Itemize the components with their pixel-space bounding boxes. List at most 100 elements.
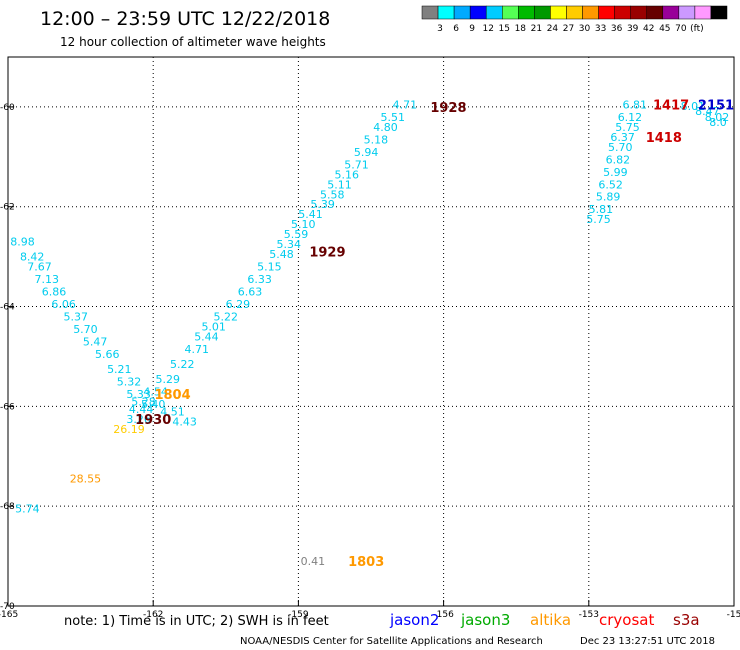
legend-swatch <box>710 5 728 20</box>
x-tick-label: -15 <box>727 610 740 620</box>
y-tick-label: -66 <box>0 402 15 412</box>
x-tick-label: -153 <box>579 610 599 620</box>
legend-swatch <box>469 5 487 20</box>
legend-swatch <box>453 5 471 20</box>
page-subtitle: 12 hour collection of altimeter wave hei… <box>60 35 326 49</box>
wave-height-point: 4.51 <box>160 405 185 418</box>
legend-label: 6 <box>453 24 459 34</box>
legend-swatch <box>502 5 519 20</box>
wave-height-point: 5.66 <box>95 348 120 361</box>
wave-height-point: 5.44 <box>194 330 219 343</box>
legend-swatch <box>421 5 439 20</box>
wave-height-point: 5.71 <box>344 158 369 171</box>
y-tick-label: -60 <box>0 103 15 113</box>
legend-swatch <box>614 5 631 20</box>
wave-height-point: 5.37 <box>64 311 89 324</box>
wave-height-point: 5.32 <box>117 375 142 388</box>
wave-height-point: 5.81 <box>589 203 614 216</box>
wave-height-point: 5.15 <box>257 261 282 274</box>
pass-time-label: 1804 <box>154 388 190 403</box>
color-scale-legend: 3 6 9 12 15 18 21 24 27 30 33 36 39 42 45 70 (ft) <box>421 5 728 34</box>
wave-height-point: 4.80 <box>373 121 398 134</box>
wave-height-point: 7.13 <box>34 273 59 286</box>
satellite-legend: jason2 jason3 altika cryosat s3a <box>389 611 700 629</box>
wave-height-point: 4.54 <box>143 385 168 398</box>
legend-swatch <box>485 5 503 20</box>
wave-height-point: 5.16 <box>335 168 360 181</box>
wave-height-point: 5.29 <box>155 373 180 386</box>
legend-swatch <box>678 5 696 20</box>
wave-height-point: 5.33 <box>126 388 151 401</box>
wave-height-point: 5.48 <box>269 248 294 261</box>
pass-time-label: 1928 <box>430 101 466 116</box>
pass-labels: 1928 1929 1930 1804 1803 1417 1418 2151 <box>135 98 734 570</box>
footer-timestamp: Dec 23 13:27:51 UTC 2018 <box>580 636 715 647</box>
wave-height-point: 5.18 <box>364 133 389 146</box>
wave-height-point: 4.71 <box>393 98 418 111</box>
data-points: 8.988.427.677.136.866.065.375.705.475.66… <box>10 98 729 568</box>
wave-height-point: 6.52 <box>598 178 623 191</box>
footer-credit: NOAA/NESDIS Center for Satellite Applica… <box>240 636 543 647</box>
wave-height-point: 8.47 <box>695 105 720 118</box>
wave-height-point: 6.06 <box>51 298 76 311</box>
wave-height-point: 5.58 <box>320 188 345 201</box>
page-title: 12:00 – 23:59 UTC 12/22/2018 <box>40 8 330 30</box>
wave-height-point: 5.89 <box>596 191 621 204</box>
wave-height-point: 6.37 <box>610 131 635 144</box>
wave-height-point: 5.70 <box>608 141 633 154</box>
legend-swatch <box>694 5 712 20</box>
legend-swatch <box>518 5 535 20</box>
y-tick-label: -64 <box>0 303 15 313</box>
wave-height-point: 5.11 <box>327 178 352 191</box>
wave-height-point: 6.82 <box>606 153 631 166</box>
wave-height-point: 8.42 <box>20 251 45 264</box>
wave-height-point: 3.26 <box>126 413 151 426</box>
legend-label: 27 <box>563 24 574 34</box>
wave-height-point: 5.21 <box>107 363 132 376</box>
y-tick-label: -62 <box>0 203 15 213</box>
wave-height-point: 5.22 <box>214 311 239 324</box>
axis-ticks: -165 -162 -159 -156 -153 -15 -60 -62 -64 -66 -68 -7… <box>0 103 740 620</box>
legend-swatch <box>566 5 583 20</box>
footer-note: note: 1) Time is in UTC; 2) SWH is in fe… <box>64 614 329 629</box>
wave-height-point: 5.34 <box>276 238 301 251</box>
legend-label: 21 <box>531 24 542 34</box>
satellite-name: cryosat <box>599 611 654 629</box>
satellite-name: jason2 <box>389 611 439 629</box>
wave-height-point: 5.47 <box>83 335 108 348</box>
legend-label: 30 <box>579 24 591 34</box>
y-tick-label: -68 <box>0 502 15 512</box>
satellite-name: altika <box>530 611 571 629</box>
legend-swatch <box>550 5 567 20</box>
plot-frame <box>7 56 735 607</box>
wave-height-point: 5.51 <box>381 111 406 124</box>
wave-height-point: 7.67 <box>27 261 52 274</box>
legend-label: 42 <box>643 24 654 34</box>
wave-height-point: 8.98 <box>10 236 35 249</box>
legend-swatch <box>662 5 680 20</box>
legend-label: 15 <box>499 24 510 34</box>
wave-height-point: 5.74 <box>15 503 40 516</box>
legend-label: 45 <box>659 24 670 34</box>
grid-lines <box>8 57 734 606</box>
pass-time-label: 1418 <box>646 131 682 146</box>
y-tick-label: -70 <box>0 602 15 612</box>
wave-height-point: 5.10 <box>291 218 316 231</box>
legend-label: (ft) <box>690 24 704 34</box>
wave-height-point: 5.22 <box>170 358 195 371</box>
wave-height-point: 6.63 <box>238 286 263 299</box>
wave-height-point: 4.44 <box>129 403 154 416</box>
legend-swatch <box>437 5 455 20</box>
legend-label: 24 <box>547 24 559 34</box>
wave-height-point: 5.41 <box>298 208 323 221</box>
legend-swatch <box>582 5 599 20</box>
legend-label: 36 <box>611 24 623 34</box>
x-tick-label: -165 <box>0 610 18 620</box>
wave-height-point: 8.0 <box>709 116 727 129</box>
wave-height-point: 5.70 <box>73 323 98 336</box>
wave-height-point: 6.33 <box>247 273 272 286</box>
wave-height-point: 4.71 <box>185 343 210 356</box>
wave-height-point: 8.02 <box>705 111 730 124</box>
wave-height-point: 8.01 <box>681 100 706 113</box>
